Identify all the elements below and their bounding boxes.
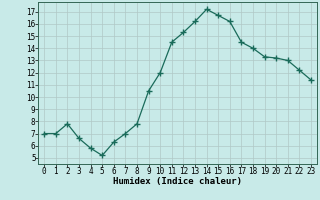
X-axis label: Humidex (Indice chaleur): Humidex (Indice chaleur) <box>113 177 242 186</box>
